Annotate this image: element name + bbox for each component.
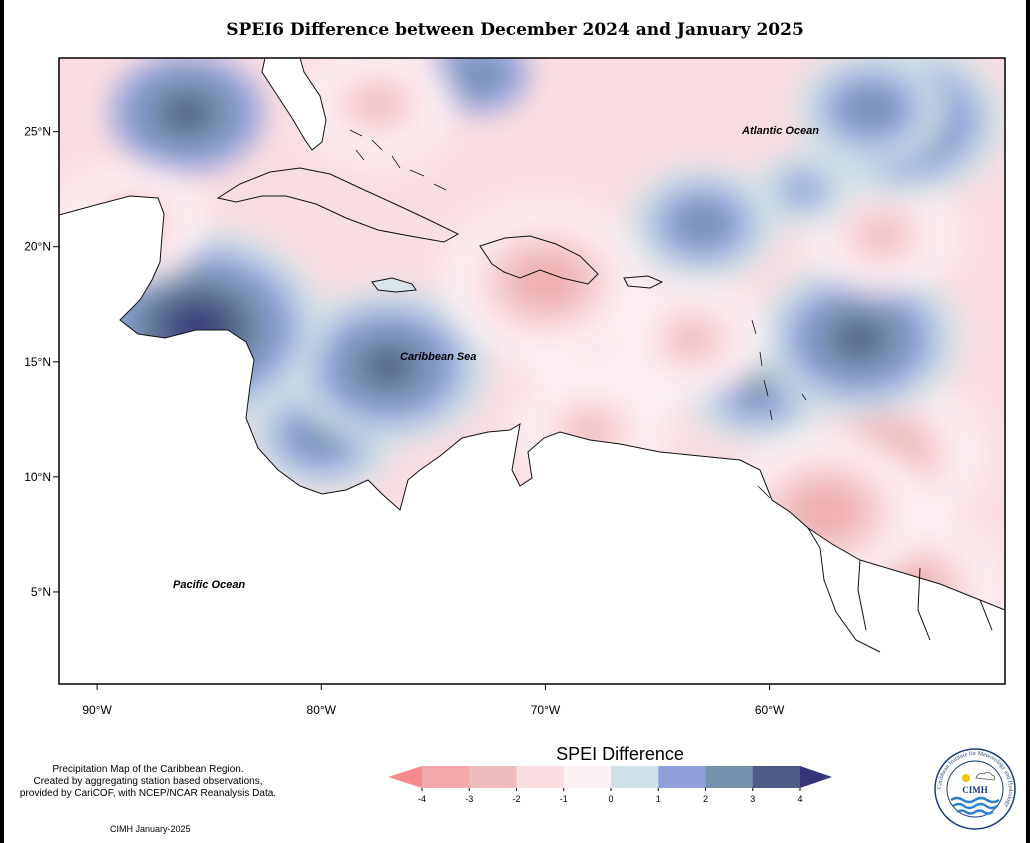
y-tick-label: 20°N <box>24 240 51 254</box>
hispaniola <box>479 235 599 285</box>
x-tick-label: 90°W <box>82 703 112 717</box>
puerto-rico <box>623 275 664 289</box>
y-tick-label: 10°N <box>24 470 51 484</box>
anomaly-center-7 <box>858 217 906 254</box>
x-tick-label: 80°W <box>307 703 337 717</box>
legend-swatch <box>563 766 612 788</box>
map-border <box>58 57 1006 685</box>
anomaly-center-2 <box>454 58 502 93</box>
description-line-1: Precipitation Map of the Caribbean Regio… <box>52 764 244 775</box>
legend-tick-label: 3 <box>750 794 755 804</box>
cimh-logo: Caribbean Institute for Meteorology and … <box>934 748 1016 830</box>
axis-ticks: 90°W 80°W 70°W 60°W 25°N 20°N 15°N 10°N 5°N <box>24 125 785 717</box>
sun-icon <box>962 774 970 782</box>
atlantic-ocean-label: Atlantic Ocean <box>741 125 819 137</box>
legend-tick-label: -2 <box>512 794 520 804</box>
guyana-coast <box>807 527 993 653</box>
legend-tick-label: 4 <box>797 794 802 804</box>
legend-tick-label: -3 <box>465 794 473 804</box>
florida <box>261 58 327 151</box>
anomaly-center-20 <box>802 493 850 530</box>
y-tick-label: 25°N <box>24 125 51 139</box>
anomaly-center-11 <box>667 320 715 357</box>
wave-icon <box>950 796 1000 815</box>
legend-arrow-low <box>388 766 422 788</box>
legend-title: SPEI Difference <box>556 744 684 764</box>
anomaly-center-5 <box>779 171 827 208</box>
land-masses <box>59 58 1005 684</box>
x-tick-label: 70°W <box>531 703 561 717</box>
y-tick-label: 5°N <box>31 585 51 599</box>
legend-swatch <box>516 766 565 788</box>
legend-tick-label: -4 <box>418 794 426 804</box>
bahamas <box>349 129 447 191</box>
map-credit: CIMH January-2025 <box>110 824 191 834</box>
anomaly-center-15 <box>365 348 412 385</box>
legend-arrow-high <box>800 766 832 788</box>
legend-swatch <box>611 766 659 788</box>
anomaly-center-12 <box>835 320 883 357</box>
map-annotations: Atlantic Ocean Caribbean Sea Pacific Oce… <box>173 125 819 591</box>
cuba <box>216 167 460 243</box>
caribbean-sea-label: Caribbean Sea <box>400 351 476 363</box>
anomaly-center-9 <box>522 263 569 300</box>
y-tick-label: 15°N <box>24 355 51 369</box>
legend-swatch <box>658 766 706 788</box>
x-tick-label: 60°W <box>755 703 785 717</box>
legend-swatch <box>705 766 754 788</box>
lesser-antilles <box>751 319 807 499</box>
description-line-2: Created by aggregating station based obs… <box>33 776 263 787</box>
map-description: Precipitation Map of the Caribbean Regio… <box>12 764 284 800</box>
legend-tick-label: -1 <box>560 794 568 804</box>
logo-text: CIMH <box>962 785 988 795</box>
description-line-3: provided by CariCOF, with NCEP/NCAR Rean… <box>19 788 277 799</box>
legend-swatch <box>469 766 517 788</box>
legend-tick-label: 0 <box>608 794 613 804</box>
anomaly-center-0 <box>163 95 211 132</box>
pacific-ocean-label: Pacific Ocean <box>173 579 245 591</box>
yucatan-central-america <box>59 195 1005 684</box>
legend-tick-label: 1 <box>656 794 661 804</box>
cloud-icon <box>975 771 996 781</box>
color-legend: -4 -3 -2 -1 0 1 2 3 4 <box>388 766 832 804</box>
anomaly-center-3 <box>847 90 894 127</box>
spei-map: Atlantic Ocean Caribbean Sea Pacific Oce… <box>24 57 1006 717</box>
legend-swatch <box>422 766 470 788</box>
anomaly-center-1 <box>353 86 401 122</box>
legend-swatch <box>752 766 801 788</box>
map-title: SPEI6 Difference between December 2024 a… <box>226 20 804 40</box>
legend-tick-label: 2 <box>703 794 708 804</box>
jamaica <box>371 277 417 293</box>
anomaly-center-6 <box>679 205 726 242</box>
